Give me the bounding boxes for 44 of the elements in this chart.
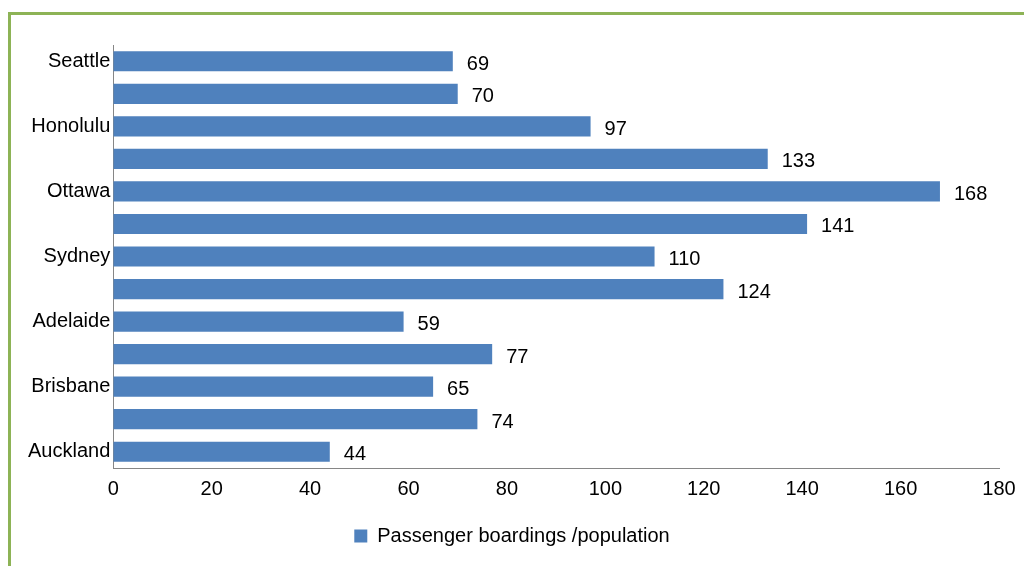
data-label: 110	[668, 247, 701, 270]
data-label: 77	[506, 344, 529, 367]
y-tick-label: Ottawa	[46, 178, 112, 201]
bar	[113, 51, 453, 72]
data-label: 124	[737, 279, 771, 302]
bar	[113, 181, 940, 202]
bar	[113, 278, 724, 300]
bar	[113, 213, 808, 235]
data-label: 133	[781, 149, 816, 172]
data-label: 70	[471, 84, 494, 107]
x-tick-label: 80	[495, 476, 519, 499]
data-label: 168	[953, 181, 988, 204]
y-tick-label: Adelaide	[32, 309, 111, 332]
bar	[113, 83, 458, 104]
data-label: 65	[447, 377, 470, 400]
x-tick-label: 100	[588, 476, 623, 499]
x-tick-label: 140	[785, 476, 819, 499]
x-tick-label: 40	[298, 476, 322, 499]
y-tick-label: Brisbane	[31, 374, 111, 397]
y-tick-label: Auckland	[27, 439, 111, 462]
legend-label: Passenger boardings /population	[377, 523, 670, 546]
data-label: 69	[466, 51, 490, 74]
data-label: 74	[491, 409, 514, 432]
data-label: 97	[604, 116, 627, 139]
y-tick-label: Honolulu	[31, 113, 111, 136]
x-tick-label: 0	[107, 476, 119, 499]
x-tick-label: 20	[200, 476, 223, 499]
x-tick-label: 180	[982, 476, 1016, 499]
data-label: 59	[417, 312, 440, 335]
x-tick-label: 160	[883, 476, 918, 499]
data-label: 141	[821, 214, 855, 237]
data-label: 44	[343, 442, 367, 465]
bar	[113, 376, 434, 397]
bar	[113, 311, 404, 332]
x-tick-label: 120	[687, 476, 721, 499]
bar	[113, 441, 330, 462]
bar	[113, 409, 478, 430]
x-tick-label: 60	[397, 476, 420, 499]
y-tick-label: Seattle	[48, 48, 111, 71]
bar	[113, 344, 493, 365]
bar	[113, 116, 591, 137]
bar	[113, 246, 655, 267]
y-tick-label: Sydney	[43, 244, 111, 267]
bar	[113, 148, 768, 169]
